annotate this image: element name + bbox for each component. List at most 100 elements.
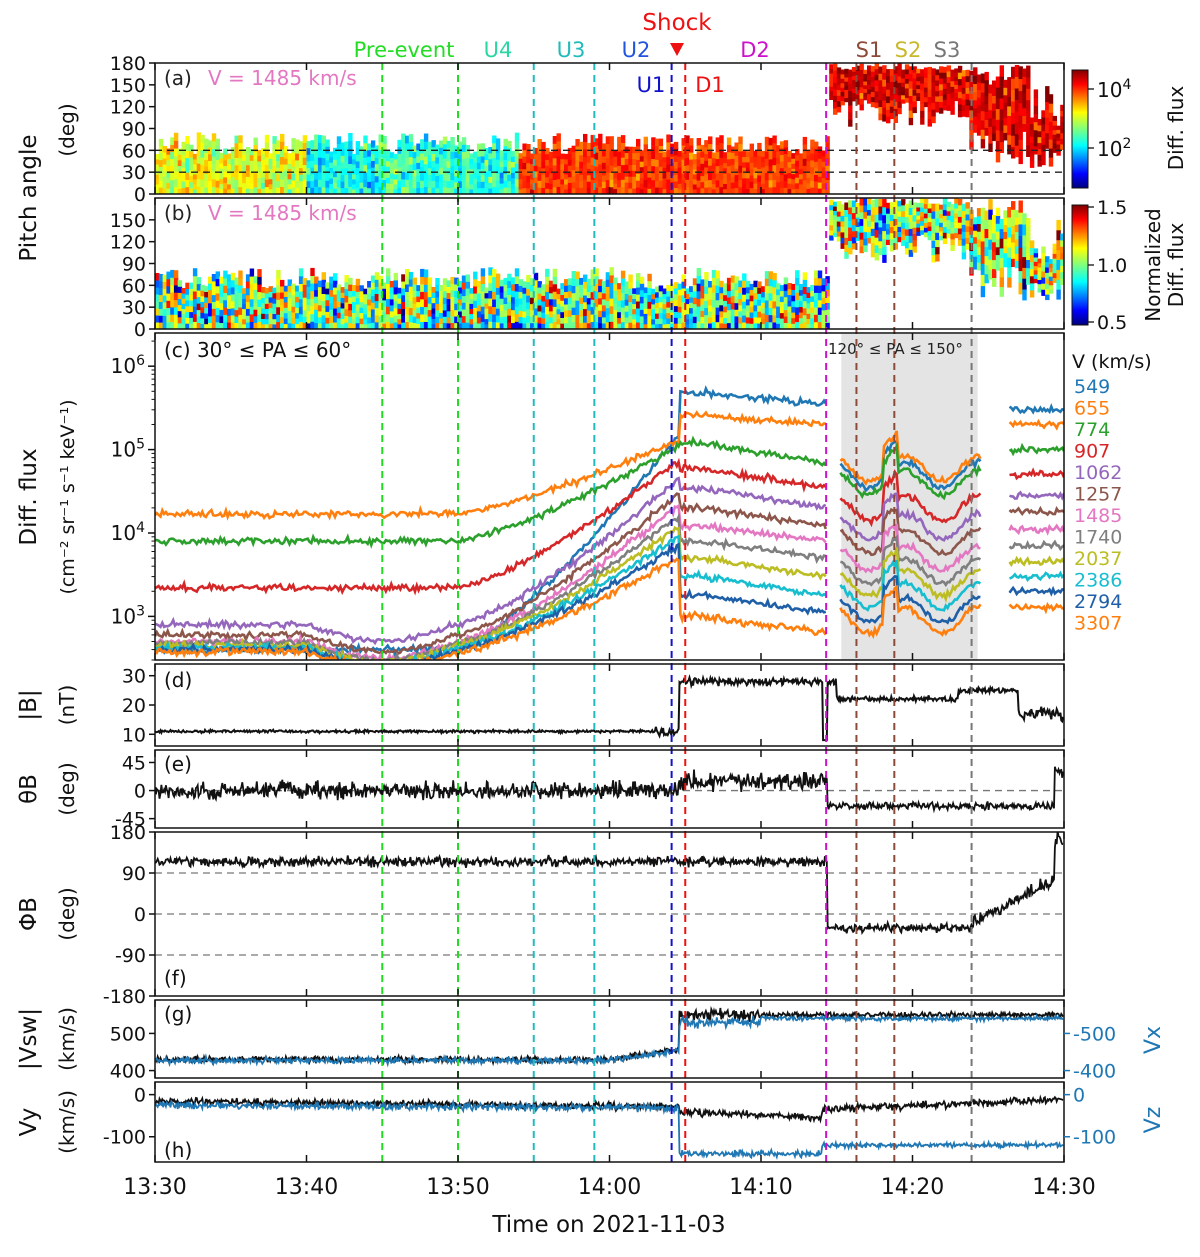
heatmap-a-cell [692, 189, 698, 194]
heatmap-b-cell [583, 322, 588, 329]
heatmap-a-cell [681, 166, 686, 174]
series-line-2794 [839, 574, 981, 625]
heatmap-b-cell [1011, 201, 1016, 210]
heatmap-a-cell [420, 173, 425, 181]
heatmap-b-cell [632, 298, 637, 305]
heatmap-a-cell [359, 182, 364, 189]
interval-label-s2: S2 [895, 38, 922, 62]
heatmap-b-cell [283, 323, 289, 329]
heatmap-b-cell [893, 236, 898, 244]
heatmap-a-cell [636, 173, 641, 181]
heatmap-b-cell [957, 233, 963, 241]
heatmap-b-cell [321, 321, 326, 329]
heatmap-b-cell [882, 230, 887, 239]
heatmap-b-cell [291, 294, 296, 302]
heatmap-a-cell [173, 163, 179, 172]
heatmap-a-cell [431, 140, 436, 148]
heatmap-b-cell [1007, 257, 1012, 268]
heatmap-a-cell [870, 101, 876, 108]
heatmap-b-cell [473, 314, 478, 323]
heatmap-a-cell [442, 179, 448, 188]
heatmap-b-cell [1029, 247, 1035, 256]
heatmap-b-cell [378, 322, 383, 329]
heatmap-a-cell [473, 172, 478, 179]
heatmap-a-cell [973, 116, 978, 125]
heatmap-b-cell [264, 308, 270, 315]
heatmap-b-cell [920, 225, 925, 231]
colorbar-tick-label: 104 [1097, 77, 1131, 102]
heatmap-b-cell [537, 317, 542, 324]
heatmap-b-cell [647, 315, 652, 323]
heatmap-a-cell [272, 165, 277, 173]
heatmap-a-cell [836, 100, 842, 107]
heatmap-a-cell [431, 167, 436, 175]
heatmap-a-cell [704, 173, 709, 181]
heatmap-a-cell [189, 187, 194, 194]
heatmap-a-cell [700, 175, 705, 183]
heatmap-a-cell [897, 63, 902, 71]
heatmap-a-cell [503, 159, 508, 167]
heatmap-b-cell [249, 276, 255, 285]
heatmap-b-cell [454, 316, 459, 324]
ylabel-theta: θB [16, 774, 42, 804]
heatmap-b-cell [795, 299, 800, 308]
heatmap-b-cell [658, 323, 664, 329]
pitch-angle-heatmap-a [155, 63, 1064, 194]
heatmap-b-cell [499, 298, 505, 305]
heatmap-b-cell [897, 226, 902, 232]
heatmap-a-cell [503, 180, 508, 188]
heatmap-a-cell [476, 162, 482, 170]
heatmap-b-cell [476, 280, 482, 288]
heatmap-b-cell [939, 217, 944, 223]
heatmap-b-cell [655, 318, 660, 325]
heatmap-b-cell [548, 280, 554, 288]
heatmap-b-cell [643, 297, 648, 304]
heatmap-b-cell [976, 239, 982, 248]
heatmap-a-cell [927, 103, 932, 112]
heatmap-b-cell [662, 323, 667, 329]
heatmap-b-cell [488, 282, 493, 291]
heatmap-b-cell [867, 231, 872, 238]
heatmap-b-cell [643, 318, 648, 325]
heatmap-a-cell [946, 82, 951, 89]
heatmap-b-cell [310, 321, 315, 329]
heatmap-a-cell [170, 158, 175, 167]
heatmap-b-cell [844, 237, 849, 245]
heatmap-b-cell [454, 277, 459, 285]
heatmap-a-cell [851, 79, 857, 85]
heatmap-b-cell [1060, 233, 1064, 241]
heatmap-a-cell [757, 162, 762, 169]
heatmap-b-cell [575, 307, 580, 316]
heatmap-b-cell [973, 243, 978, 251]
heatmap-a-cell [734, 181, 739, 188]
heatmap-a-cell [708, 186, 713, 194]
heatmap-b-cell [795, 277, 800, 286]
heatmap-a-cell [1011, 135, 1016, 148]
heatmap-b-cell [1003, 252, 1008, 261]
heatmap-a-cell [298, 180, 304, 188]
heatmap-b-cell [439, 307, 444, 313]
heatmap-b-cell [420, 283, 425, 292]
heatmap-a-cell [655, 145, 660, 153]
heatmap-a-cell [916, 72, 921, 78]
heatmap-a-cell [715, 137, 720, 145]
heatmap-a-cell [1029, 142, 1035, 150]
heatmap-a-cell [761, 188, 766, 194]
heatmap-b-cell [495, 294, 501, 302]
heatmap-a-cell [158, 166, 164, 174]
heatmap-a-cell [833, 108, 838, 115]
heatmap-b-cell [605, 307, 611, 316]
heatmap-b-cell [673, 323, 679, 329]
heatmap-b-cell [696, 313, 701, 322]
heatmap-b-cell [848, 233, 853, 241]
heatmap-b-cell [586, 297, 592, 305]
heatmap-b-cell [287, 285, 292, 293]
heatmap-a-cell [628, 146, 633, 154]
heatmap-a-cell [526, 162, 531, 170]
heatmap-b-cell [386, 275, 391, 284]
heatmap-b-cell [257, 306, 262, 315]
heatmap-b-cell [533, 322, 539, 329]
heatmap-a-cell [700, 144, 705, 152]
heatmap-b-cell [886, 228, 891, 235]
heatmap-a-cell [253, 165, 258, 174]
